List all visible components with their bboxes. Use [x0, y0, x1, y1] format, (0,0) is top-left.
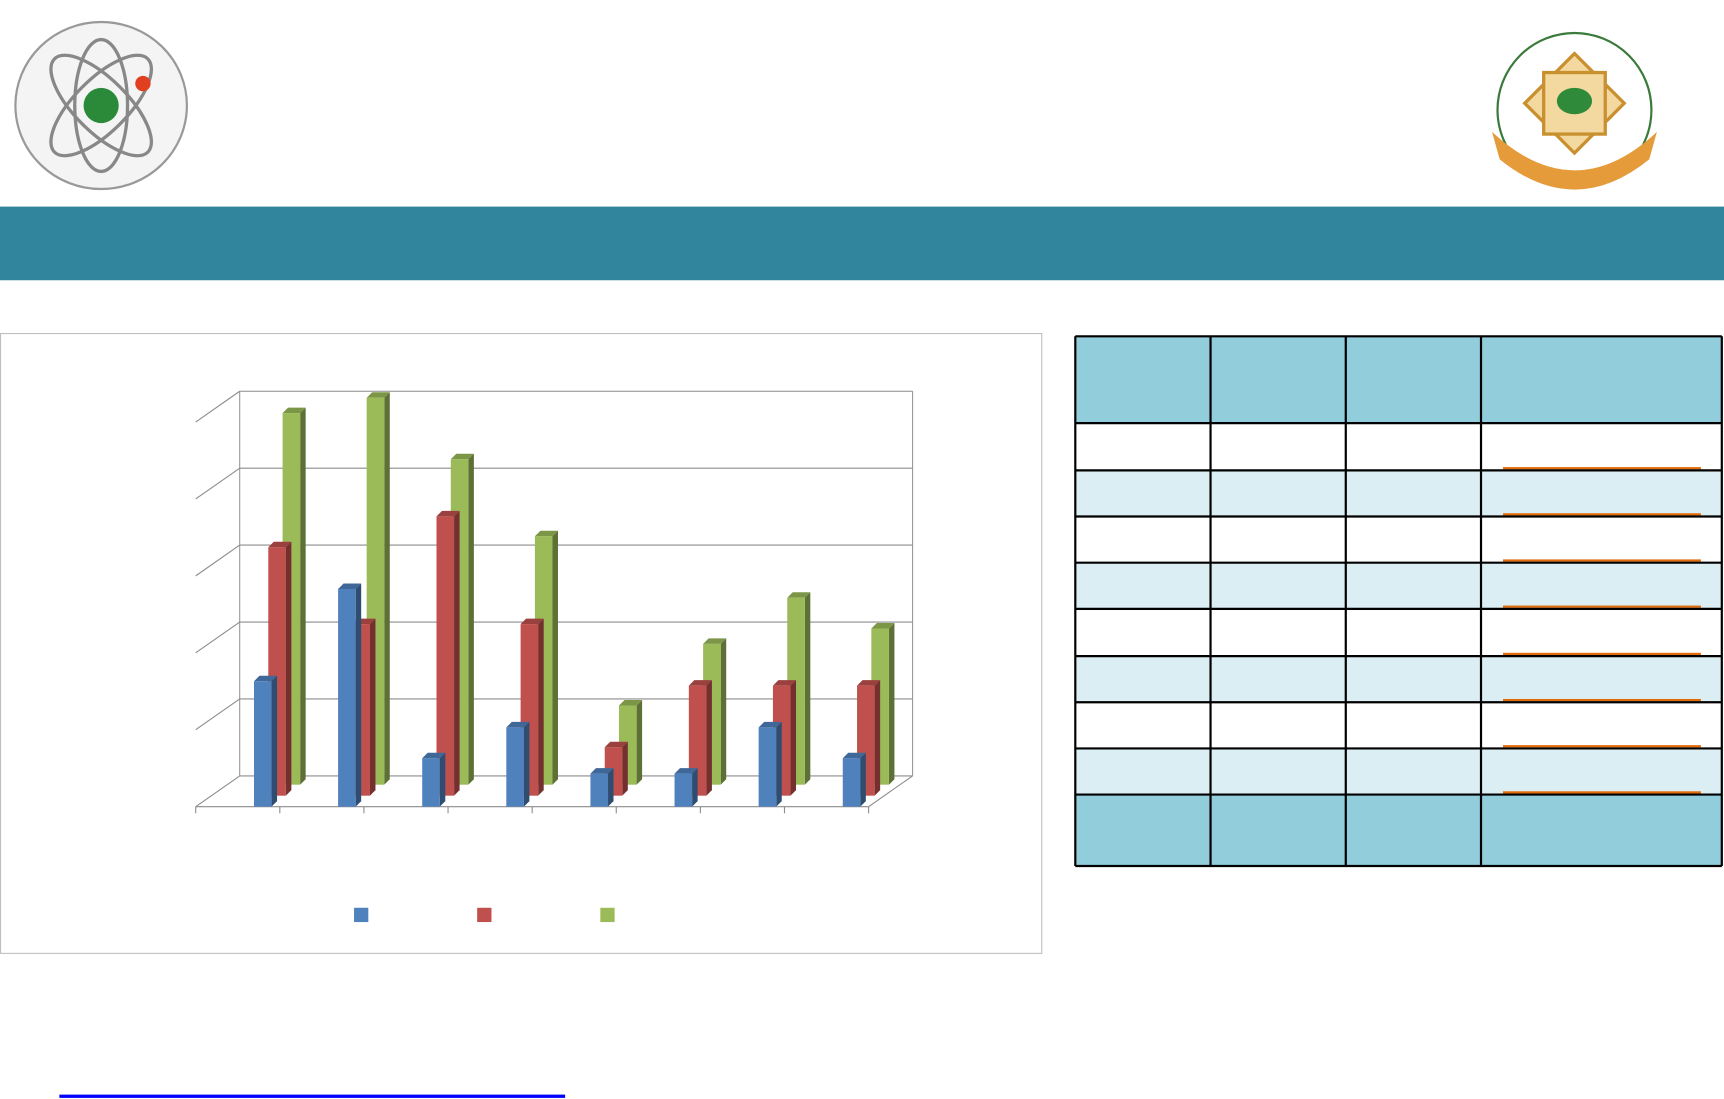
- legend-swatch: [477, 907, 492, 923]
- table-row: [1075, 470, 1722, 517]
- bar-side: [636, 699, 643, 785]
- bar-side: [776, 721, 782, 807]
- table-row: [1075, 656, 1722, 703]
- table-row: [1075, 423, 1722, 471]
- bar-top: [857, 680, 881, 686]
- bar-side: [523, 721, 530, 807]
- bar-side: [888, 623, 895, 785]
- bar-top: [268, 541, 292, 548]
- bar-side: [692, 768, 698, 807]
- cell-underline: [1503, 513, 1701, 516]
- cell-underline: [1503, 791, 1701, 794]
- table-row: [1075, 608, 1722, 657]
- bar: [590, 773, 609, 807]
- bar-top: [366, 392, 390, 398]
- grid-line: [195, 467, 241, 500]
- bar-side: [468, 453, 474, 785]
- bar-top: [842, 752, 866, 759]
- cell-underline: [1503, 559, 1701, 562]
- bar-top: [688, 680, 712, 686]
- bar: [338, 588, 356, 807]
- bar: [506, 727, 524, 807]
- bar-top: [703, 638, 727, 644]
- bar-side: [860, 752, 866, 807]
- cell-underline: [1503, 467, 1701, 470]
- bar-top: [520, 618, 544, 625]
- bar-side: [720, 638, 727, 785]
- bar-top: [758, 721, 782, 728]
- bar-top: [534, 530, 558, 537]
- legend-swatch: [354, 907, 369, 923]
- bar-side: [384, 392, 390, 785]
- cell-underline: [1503, 605, 1701, 608]
- bar-top: [253, 675, 278, 682]
- bar: [436, 516, 455, 796]
- table-row: [1075, 702, 1722, 749]
- bar-top: [422, 752, 446, 759]
- bar-top: [338, 583, 362, 589]
- bar-top: [282, 407, 306, 414]
- bar-side: [706, 680, 712, 796]
- cell-underline: [1503, 652, 1701, 656]
- bar: [842, 758, 861, 807]
- bar-top: [604, 741, 628, 748]
- bar: [422, 758, 440, 807]
- grid-line: [195, 621, 241, 654]
- table-row: [1075, 336, 1722, 424]
- college-logo: [14, 20, 189, 191]
- bar-side: [622, 741, 628, 796]
- cell-underline: [1503, 745, 1701, 748]
- table-row: [1075, 562, 1722, 609]
- bar-top: [772, 680, 797, 686]
- bar-side: [271, 675, 278, 807]
- bar-side: [790, 680, 797, 796]
- grid-line: [195, 698, 241, 731]
- table-row: [1075, 794, 1722, 867]
- table: [1074, 335, 1723, 868]
- bar-top: [619, 699, 643, 706]
- grid-line: [195, 775, 241, 808]
- grid-line: [195, 544, 241, 577]
- table-row: [1075, 748, 1722, 795]
- bar: [253, 681, 272, 807]
- bar-side: [552, 530, 558, 785]
- bar-top: [506, 721, 530, 728]
- legend-swatch: [600, 907, 615, 923]
- bar: [758, 727, 777, 807]
- bar-top: [871, 623, 895, 629]
- university-logo: [1492, 31, 1657, 190]
- x-axis: [868, 775, 913, 808]
- bar-top: [436, 510, 460, 517]
- bar-top: [590, 768, 614, 774]
- table-row: [1075, 516, 1722, 563]
- plot-area: [195, 390, 914, 923]
- bar: [674, 773, 693, 807]
- bar-side: [285, 541, 292, 796]
- cell-underline: [1503, 698, 1701, 702]
- bar-side: [439, 752, 446, 807]
- bar-side: [355, 583, 362, 807]
- link-underline: [59, 1094, 566, 1098]
- bar-side: [538, 618, 544, 796]
- bar-top: [450, 453, 474, 460]
- bar-side: [300, 407, 306, 785]
- bar-side: [369, 618, 376, 796]
- bar-top: [787, 592, 811, 598]
- bar-side: [608, 768, 614, 807]
- bar-side: [804, 592, 811, 785]
- bar-top: [674, 768, 698, 774]
- bar-side: [874, 680, 881, 796]
- grid-line: [195, 390, 241, 423]
- title-banner: [0, 206, 1724, 281]
- bar-side: [454, 510, 460, 796]
